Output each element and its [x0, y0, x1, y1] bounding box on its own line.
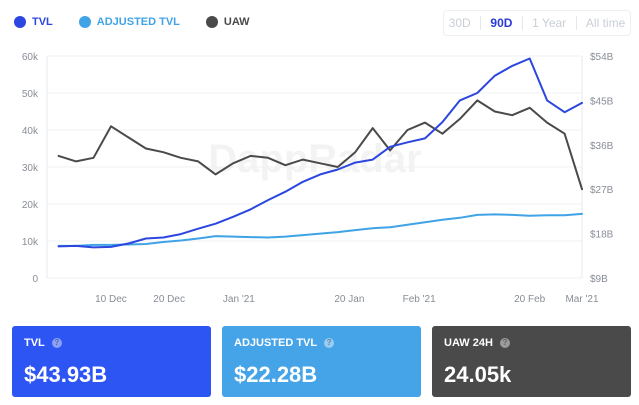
x-tick-label: 10 Dec: [95, 294, 127, 305]
tvl-card-value: $43.93B: [24, 362, 108, 387]
y-right-tick-label: $27B: [590, 185, 614, 196]
legend-dot-tvl: [14, 16, 26, 28]
legend-dot-uaw: [205, 16, 218, 28]
y-right-tick-label: $18B: [590, 230, 614, 241]
uaw-card-label: UAW 24H: [444, 337, 493, 349]
y-right-tick-label: $9B: [590, 274, 608, 285]
chart-series: [57, 57, 583, 249]
series-line-uaw: [57, 99, 583, 191]
series-line-adjusted-tvl: [57, 212, 583, 247]
y-left-tick-label: 50k: [22, 89, 39, 100]
tab-1-year[interactable]: 1 Year: [532, 16, 567, 30]
y-right-tick-label: $36B: [590, 141, 614, 152]
x-axis: 10 Dec 20 Dec Jan '21 20 Jan Feb '21 20 Feb Ma…: [95, 294, 599, 305]
tvl-card: TVL ? $43.93B: [12, 326, 211, 397]
tvl-uaw-line-chart: DappRadar 0 10k 20k 30k 40k 50k 60k $9B $18B $27…: [22, 52, 614, 305]
x-tick-label: Jan '21: [223, 294, 255, 305]
watermark-text: DappRadar: [208, 137, 421, 181]
uaw-card-value: 24.05k: [444, 362, 512, 387]
y-left-tick-label: 30k: [22, 163, 39, 174]
y-left-tick-label: 0: [32, 274, 38, 285]
uaw-card: UAW 24H ? 24.05k: [432, 326, 631, 397]
legend-dot-adjusted-tvl: [78, 16, 91, 28]
y-left-tick-label: 40k: [22, 126, 39, 137]
tvl-card-header: TVL ?: [24, 337, 199, 349]
tab-30d[interactable]: 30D: [448, 16, 471, 30]
adjusted-tvl-card: ADJUSTED TVL ? $22.28B: [222, 326, 421, 397]
legend-item-adjusted-tvl[interactable]: ADJUSTED TVL: [78, 16, 180, 28]
y-left-tick-label: 10k: [22, 237, 39, 248]
y-left-tick-label: 20k: [22, 200, 39, 211]
time-range-tabs: 30D 90D 1 Year All time: [443, 10, 631, 36]
uaw-card-header: UAW 24H ?: [444, 337, 619, 349]
y-axis-right: $9B $18B $27B $36B $45B $54B: [590, 52, 614, 285]
legend-label-tvl: TVL: [32, 16, 53, 28]
tab-divider: [521, 16, 523, 30]
legend-item-tvl[interactable]: TVL: [14, 16, 53, 28]
tab-90d[interactable]: 90D: [490, 16, 513, 30]
legend-item-uaw[interactable]: UAW: [205, 16, 250, 28]
info-icon[interactable]: ?: [51, 338, 62, 348]
stat-cards: TVL ? $43.93B ADJUSTED TVL ? $22.28B UAW…: [12, 326, 632, 397]
tvl-card-label: TVL: [24, 337, 45, 349]
x-tick-label: Mar '21: [565, 294, 598, 305]
y-right-tick-label: $54B: [590, 52, 614, 63]
x-tick-label: Feb '21: [403, 294, 436, 305]
chart-legend: TVL ADJUSTED TVL UAW: [14, 12, 276, 32]
info-icon[interactable]: ?: [324, 338, 335, 348]
legend-label-uaw: UAW: [223, 16, 250, 28]
x-tick-label: 20 Feb: [514, 294, 546, 305]
adjusted-tvl-card-header: ADJUSTED TVL ?: [234, 337, 409, 349]
y-left-tick-label: 60k: [22, 52, 39, 63]
tab-divider: [480, 16, 482, 30]
info-icon[interactable]: ?: [499, 338, 510, 348]
legend-label-adjusted-tvl: ADJUSTED TVL: [96, 16, 180, 28]
x-tick-label: 20 Jan: [334, 294, 364, 305]
adjusted-tvl-card-label: ADJUSTED TVL: [234, 337, 318, 349]
x-tick-label: 20 Dec: [153, 294, 185, 305]
series-line-tvl: [57, 57, 583, 249]
y-right-tick-label: $45B: [590, 96, 614, 107]
tab-divider: [575, 16, 577, 30]
y-axis-left: 0 10k 20k 30k 40k 50k 60k: [22, 52, 39, 285]
adjusted-tvl-card-value: $22.28B: [234, 362, 318, 387]
tab-all-time[interactable]: All time: [585, 16, 626, 30]
